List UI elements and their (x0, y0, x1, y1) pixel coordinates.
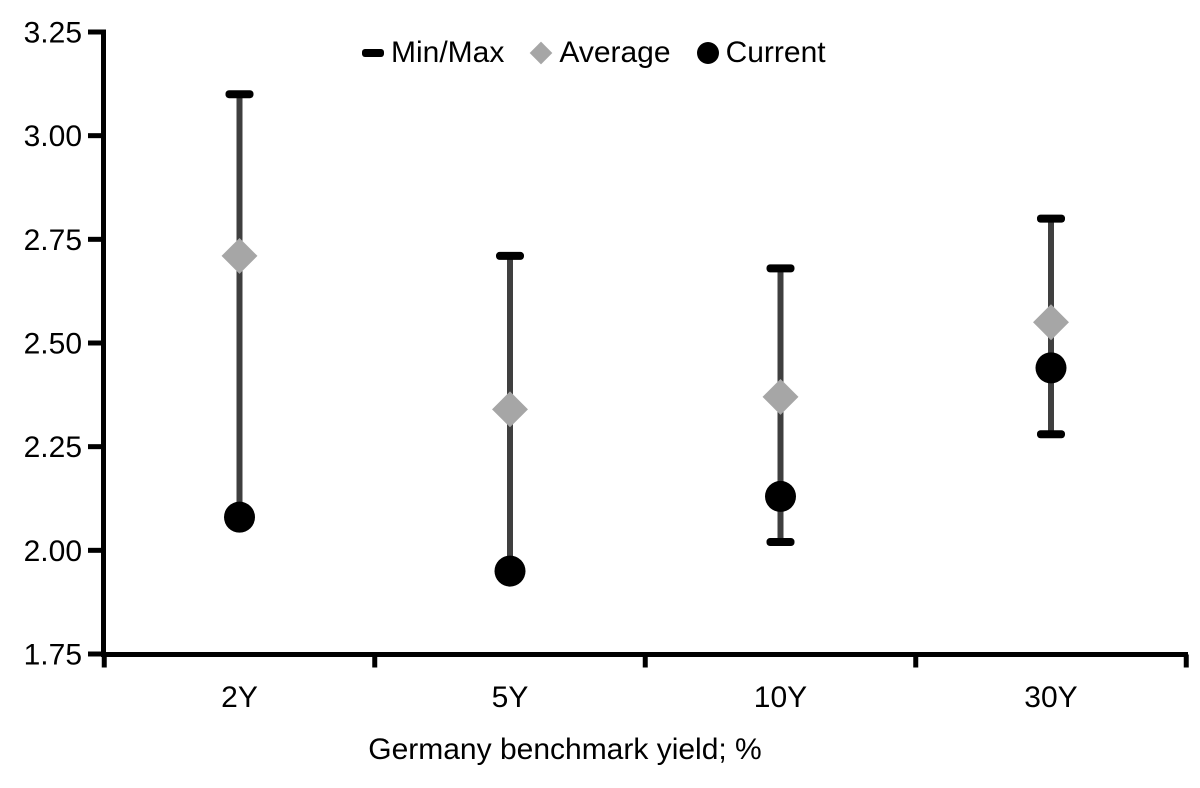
y-tick-label: 3.25 (24, 17, 82, 50)
average-marker (762, 378, 799, 415)
legend-item-average: Average (530, 36, 671, 70)
current-marker (1035, 352, 1067, 384)
y-tick-label: 3.00 (24, 120, 82, 153)
minmax-dash-icon (362, 49, 384, 57)
y-tick-label: 2.50 (24, 328, 82, 361)
max-cap (225, 90, 254, 99)
max-cap (766, 264, 795, 273)
max-cap (496, 251, 524, 260)
x-axis-title: Germany benchmark yield; % (368, 733, 762, 766)
legend-item-current: Current (696, 36, 826, 70)
y-tick-label: 1.75 (24, 639, 82, 672)
legend-label-current: Current (725, 36, 826, 69)
legend-label-minmax: Min/Max (391, 36, 505, 69)
average-marker (492, 391, 528, 428)
current-marker (765, 480, 796, 512)
legend-label-average: Average (559, 36, 671, 69)
min-cap (766, 538, 795, 547)
min-cap (1037, 430, 1065, 439)
legend: Min/Max Average Current (362, 36, 826, 70)
current-circle-icon (696, 42, 719, 64)
max-cap (1037, 214, 1065, 223)
average-diamond-icon (530, 41, 553, 65)
y-tick-label: 2.75 (24, 224, 82, 257)
y-tick-label: 2.25 (24, 431, 82, 464)
average-marker (1033, 304, 1069, 341)
y-tick-label: 2.00 (24, 535, 82, 568)
legend-item-minmax: Min/Max (362, 36, 504, 70)
x-tick-label: 10Y (754, 681, 807, 714)
x-tick-label: 2Y (221, 681, 258, 714)
current-marker (494, 555, 526, 587)
x-tick-label: 5Y (492, 681, 529, 714)
x-tick-label: 30Y (1024, 681, 1077, 714)
average-marker (221, 237, 258, 274)
current-marker (224, 501, 255, 533)
